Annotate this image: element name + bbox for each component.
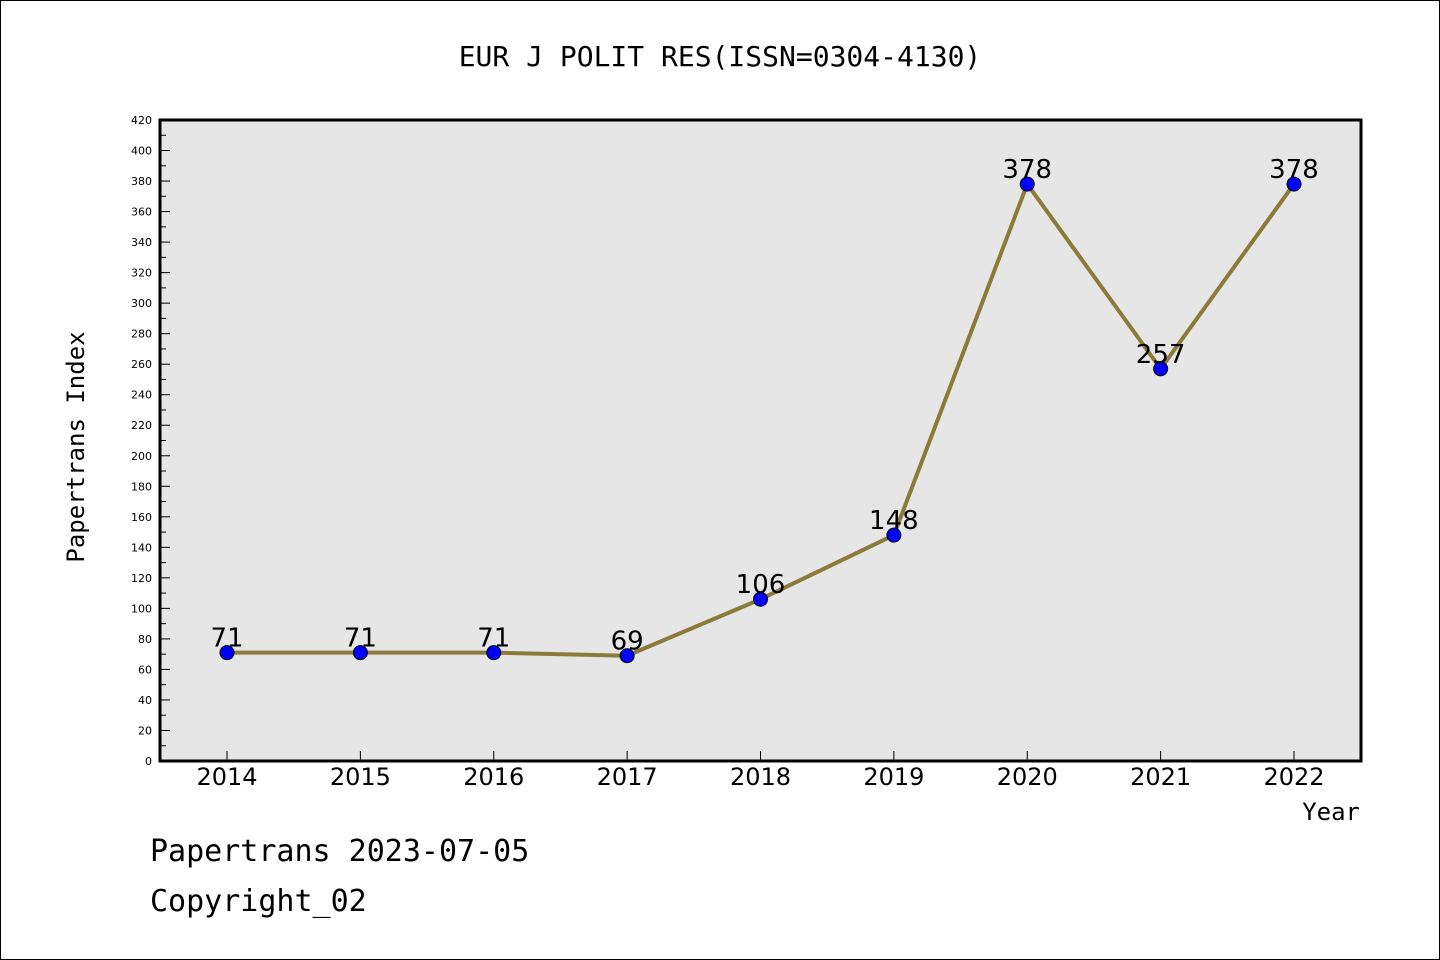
data-label: 378: [1269, 155, 1319, 185]
y-axis-ticks: 0 20 40 60 80 100 120 140 160 180 200 220 240 260 280 3…: [131, 114, 170, 768]
y-tick-label: 140: [131, 541, 152, 554]
data-point: [1019, 176, 1035, 192]
y-tick-label: 60: [138, 663, 152, 676]
data-point: [619, 648, 635, 664]
y-tick-label: 260: [131, 358, 152, 371]
y-tick-label: 280: [131, 328, 152, 341]
data-label: 106: [736, 570, 786, 600]
data-label: 378: [1002, 155, 1052, 185]
x-tick-label: 2022: [1263, 763, 1324, 791]
y-tick-label: 100: [131, 602, 152, 615]
data-point: [1153, 361, 1169, 377]
data-point: [1286, 176, 1302, 192]
data-label: 257: [1136, 340, 1186, 370]
y-tick-label: 360: [131, 206, 152, 219]
x-tick-label: 2014: [196, 763, 257, 791]
data-label: 148: [869, 506, 919, 536]
series-group: 71 71 71 69 106 148 378 257 378: [210, 155, 1319, 664]
x-axis-ticks: 2014 2015 2016 2017 2018 2019 2020 2021 2022: [196, 751, 1325, 791]
y-tick-label: 240: [131, 389, 152, 402]
x-tick-label: 2015: [330, 763, 391, 791]
footer-copyright: Copyright_02: [150, 884, 367, 919]
x-tick-label: 2021: [1130, 763, 1191, 791]
data-point: [219, 645, 235, 661]
y-tick-label: 420: [131, 114, 152, 127]
y-tick-label: 340: [131, 236, 152, 249]
data-point: [352, 645, 368, 661]
y-tick-label: 320: [131, 267, 152, 280]
data-point: [753, 591, 768, 607]
x-tick-label: 2018: [730, 763, 791, 791]
data-label: 71: [210, 624, 243, 654]
y-tick-label: 40: [138, 694, 152, 707]
y-tick-label: 300: [131, 297, 152, 310]
x-axis-label: Year: [1302, 798, 1360, 826]
x-tick-label: 2017: [597, 763, 658, 791]
data-point: [886, 527, 902, 543]
y-tick-label: 220: [131, 419, 152, 432]
data-label: 71: [344, 624, 377, 654]
data-label: 69: [611, 627, 644, 657]
plot-area: [158, 118, 1363, 763]
data-point: [486, 645, 502, 661]
x-tick-label: 2019: [863, 763, 924, 791]
footer-date: Papertrans 2023-07-05: [150, 834, 530, 869]
y-tick-label: 80: [138, 633, 152, 646]
y-tick-label: 180: [131, 480, 152, 493]
y-tick-label: 0: [145, 755, 152, 768]
y-tick-label: 120: [131, 572, 152, 585]
y-tick-label: 20: [138, 724, 152, 737]
data-label: 71: [477, 624, 510, 654]
y-axis-label: Papertrans Index: [62, 331, 90, 562]
y-tick-label: 160: [131, 511, 152, 524]
y-tick-label: 200: [131, 450, 152, 463]
x-tick-label: 2016: [463, 763, 524, 791]
y-tick-label: 400: [131, 145, 152, 158]
chart-title: EUR J POLIT RES(ISSN=0304-4130): [459, 40, 982, 73]
x-tick-label: 2020: [997, 763, 1058, 791]
y-tick-label: 380: [131, 175, 152, 188]
